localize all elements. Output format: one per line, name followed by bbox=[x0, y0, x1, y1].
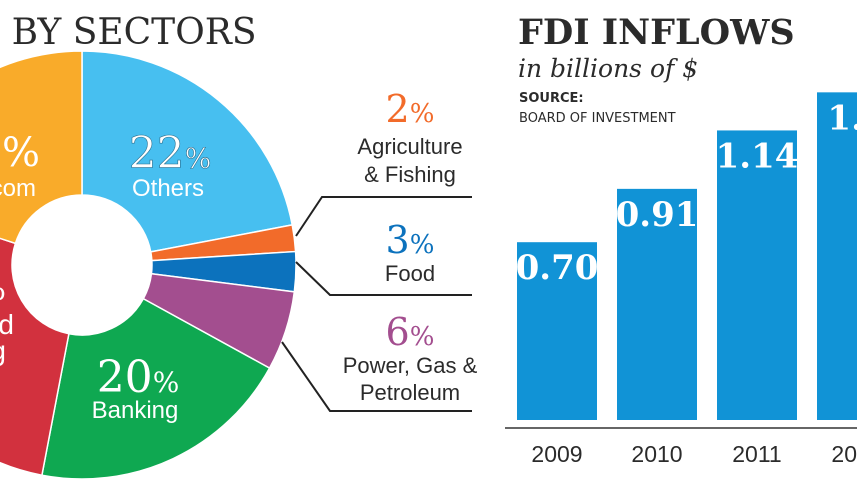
category-label-others: Others bbox=[132, 175, 204, 202]
bar-subtitle: in billions of $ bbox=[518, 54, 698, 83]
source-text: BOARD OF INVESTMENT bbox=[519, 111, 676, 126]
bar-title: FDI INFLOWS bbox=[518, 12, 795, 53]
x-tick-label: 2010 bbox=[631, 441, 682, 467]
bar-2012 bbox=[817, 92, 857, 420]
callout-label: Agriculture bbox=[357, 134, 462, 159]
callout-value: 3% bbox=[386, 218, 435, 262]
bar-value-label: 1.14 bbox=[716, 136, 799, 176]
bar-2010 bbox=[617, 188, 697, 420]
x-tick-label: 2012 bbox=[831, 441, 857, 467]
x-tick-label: 2009 bbox=[531, 441, 582, 467]
pie-slice-d bbox=[0, 237, 70, 477]
callout-line bbox=[295, 196, 472, 237]
pie-callouts: 2% Agriculture & Fishing 3%Food 6%Power, Gas… bbox=[281, 87, 478, 412]
bar-value-label: 0.70 bbox=[516, 248, 599, 288]
category-label-banking: Banking bbox=[92, 397, 179, 424]
pie-title: I BY SECTORS bbox=[0, 12, 256, 53]
bar-value-label: 1.2 bbox=[827, 98, 857, 138]
callout-value: 2% bbox=[386, 87, 435, 131]
source-label: SOURCE: bbox=[519, 91, 584, 106]
category-label-partial-red-1: d bbox=[0, 309, 14, 340]
callout-line bbox=[295, 261, 472, 296]
bar-chart: 0.70 2009 0.91 2010 1.14 2011 1.2 2012 bbox=[505, 92, 857, 467]
pie-slice-others bbox=[81, 50, 294, 253]
value-label-partial-red: % bbox=[0, 270, 6, 308]
bar-value-label: 0.91 bbox=[616, 195, 699, 235]
bar-2011 bbox=[717, 130, 797, 420]
callout-label: & Fishing bbox=[364, 162, 456, 187]
callout-label: Power, Gas & bbox=[343, 353, 478, 378]
callout-label: Food bbox=[385, 261, 435, 286]
value-label-partial-orange: 0% bbox=[0, 130, 40, 176]
pie-slice-com bbox=[0, 50, 83, 245]
callout-line bbox=[281, 341, 472, 412]
callout-value: 6% bbox=[386, 310, 435, 354]
bar-2009 bbox=[517, 242, 597, 420]
pie-slice-banking bbox=[41, 297, 271, 480]
x-tick-label: 2011 bbox=[732, 441, 781, 467]
callout-label: Petroleum bbox=[360, 380, 460, 405]
category-label-partial-red-2: g bbox=[0, 335, 6, 366]
category-label-partial-orange: com bbox=[0, 175, 36, 202]
